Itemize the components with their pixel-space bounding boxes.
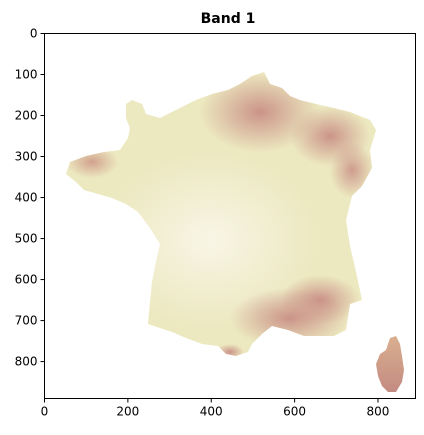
y-tick-label: 500 <box>15 232 38 246</box>
corsica <box>376 336 404 392</box>
y-tick-label: 800 <box>15 355 38 369</box>
map-raster <box>66 72 404 392</box>
y-tick-label: 600 <box>15 273 38 287</box>
elevation-shading <box>66 72 374 356</box>
x-tick-label: 400 <box>200 405 223 419</box>
x-tick-label: 200 <box>116 405 139 419</box>
x-tick-label: 800 <box>367 405 390 419</box>
y-tick-label: 200 <box>15 109 38 123</box>
y-tick-label: 100 <box>15 68 38 82</box>
y-tick-label: 0 <box>30 27 38 41</box>
axes-frame <box>44 33 416 399</box>
x-tick-label: 0 <box>41 405 49 419</box>
x-tick-label: 600 <box>283 405 306 419</box>
y-axis: 0 100 200 300 400 500 600 700 800 <box>15 27 45 369</box>
y-tick-label: 400 <box>15 191 38 205</box>
x-axis: 0 200 400 600 800 <box>41 398 390 419</box>
chart-title: Band 1 <box>201 11 256 27</box>
y-tick-label: 700 <box>15 314 38 328</box>
y-tick-label: 300 <box>15 150 38 164</box>
